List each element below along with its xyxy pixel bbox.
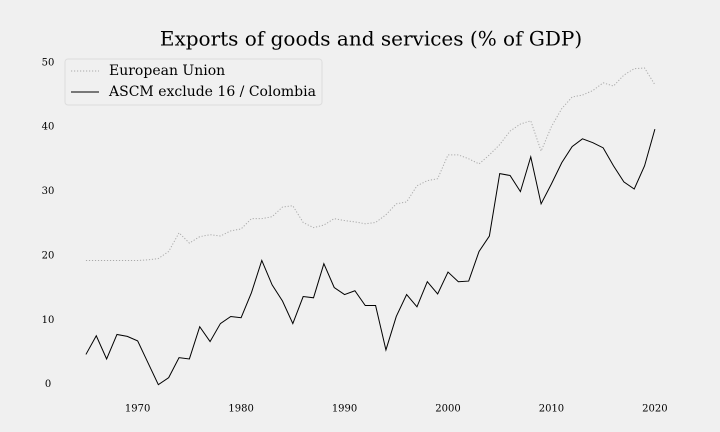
- y-tick-label: 40: [42, 122, 55, 133]
- series-line: [85, 129, 656, 386]
- x-tick-label: 1970: [125, 404, 150, 415]
- legend-label: ASCM exclude 16 / Colombia: [108, 84, 316, 100]
- x-tick-label: 2020: [642, 404, 667, 415]
- x-tick-label: 2000: [435, 404, 460, 415]
- chart-title: Exports of goods and services (% of GDP): [160, 27, 582, 51]
- y-tick-label: 20: [42, 250, 55, 261]
- legend-label: European Union: [109, 63, 225, 79]
- y-tick-label: 0: [45, 379, 51, 390]
- y-tick-label: 50: [42, 57, 55, 68]
- y-tick-label: 30: [42, 186, 55, 197]
- x-tick-label: 1980: [228, 404, 253, 415]
- x-tick-label: 2010: [539, 404, 564, 415]
- series-line: [85, 67, 656, 261]
- legend: European Union ASCM exclude 16 / Colombia: [64, 58, 323, 106]
- y-tick-label: 10: [42, 315, 55, 326]
- x-tick-label: 1990: [332, 404, 357, 415]
- legend-box: [64, 58, 323, 106]
